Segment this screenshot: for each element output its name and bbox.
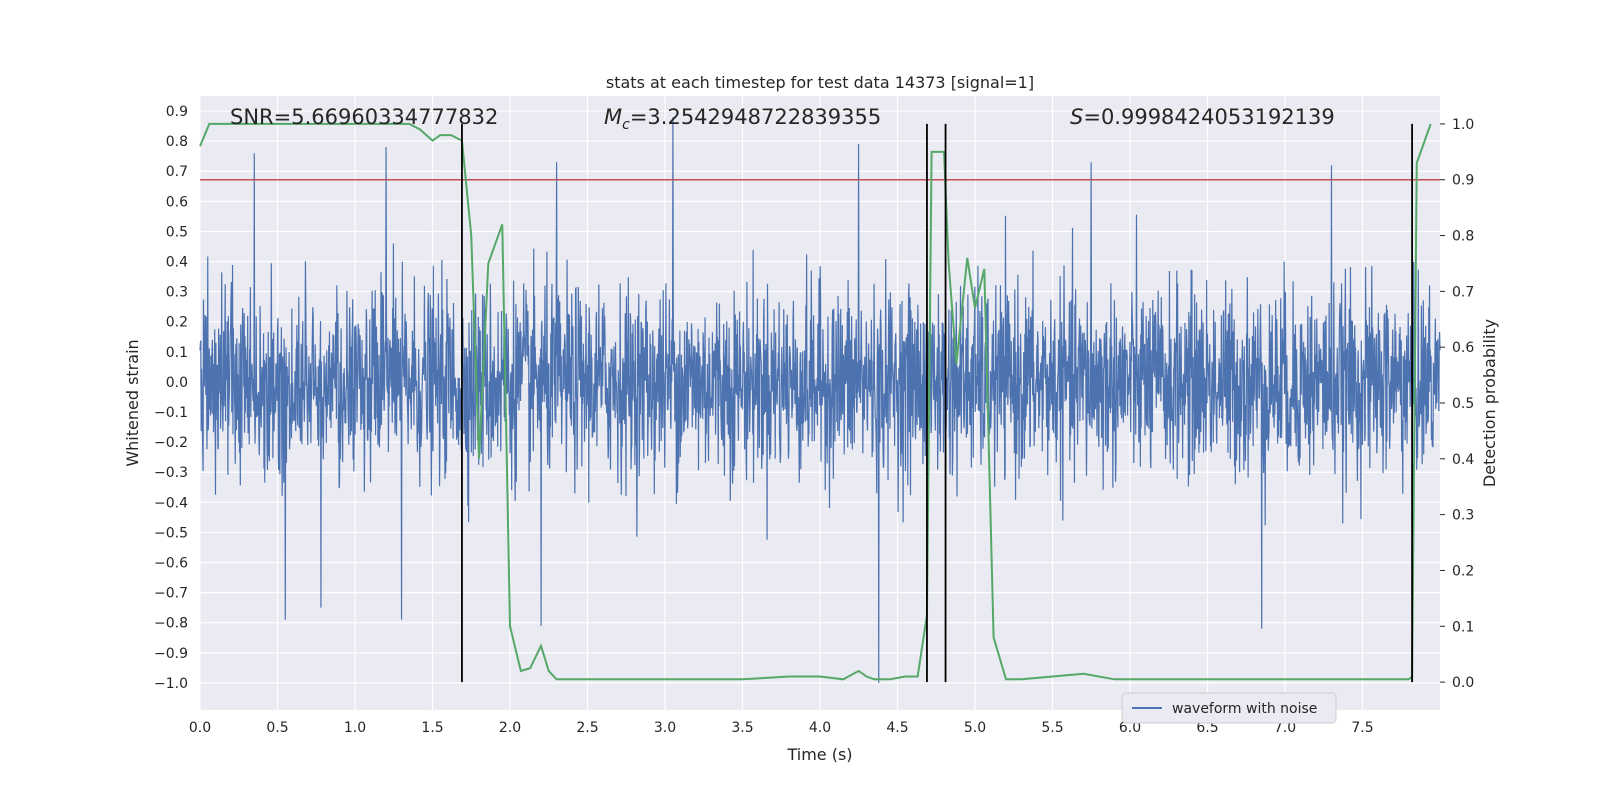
x-tick-label: 7.5 (1351, 720, 1373, 736)
y2-tick-label: 0.0 (1452, 675, 1474, 691)
y-tick-label: 0.5 (166, 224, 188, 240)
y-tick-label: 0.6 (166, 194, 188, 210)
y-tick-label: 0.3 (166, 285, 188, 301)
tick-labels: 0.0 0.5 1.0 1.5 2.0 2.5 3.0 3.5 4.0 4.5 5.0 5.5 6.0 6… (154, 104, 1474, 736)
y-tick-label: −0.9 (154, 646, 188, 662)
x-tick-label: 6.5 (1196, 720, 1218, 736)
x-tick-label: 6.0 (1119, 720, 1141, 736)
legend: waveform with noise (1121, 692, 1337, 724)
y-tick-label: 0.0 (166, 375, 188, 391)
y2-tick-label: 0.2 (1452, 563, 1474, 579)
y-tick-label: −1.0 (154, 676, 188, 692)
y2-tick-label: 0.9 (1452, 173, 1474, 189)
probability-series (199, 122, 1432, 681)
y2-tick-label: 0.7 (1452, 284, 1474, 300)
y-tick-label: −0.3 (154, 465, 188, 481)
y-tick-label: 0.8 (166, 134, 188, 150)
y-tick-label: −0.5 (154, 525, 188, 541)
y2-axis-label: Detection probability (1480, 319, 1499, 487)
y-tick-label: −0.1 (154, 405, 188, 421)
y-tick-label: −0.8 (154, 616, 188, 632)
snr-annotation: SNR=5.66960334777832 (230, 105, 498, 129)
y-tick-label: 0.7 (166, 164, 188, 180)
x-tick-label: 0.0 (189, 720, 211, 736)
legend-label: waveform with noise (1172, 701, 1317, 717)
y-tick-label: 0.2 (166, 315, 188, 331)
waveform-line (199, 117, 1441, 683)
y2-tick-label: 1.0 (1452, 117, 1474, 133)
x-tick-label: 5.0 (964, 720, 986, 736)
x-tick-label: 2.5 (576, 720, 598, 736)
x-tick-label: 2.0 (499, 720, 521, 736)
x-tick-label: 4.5 (886, 720, 908, 736)
y-tick-label: −0.2 (154, 435, 188, 451)
legend-box (1121, 692, 1337, 724)
x-axis-label: Time (s) (786, 745, 852, 764)
chirp-mass-annotation: Mc=3.2542948722839355 (604, 105, 881, 133)
y2-tick-label: 0.8 (1452, 229, 1474, 245)
event-markers (461, 123, 1413, 683)
waveform-series (199, 117, 1441, 683)
probability-line (199, 122, 1432, 681)
score-annotation: S=0.9998424053192139 (1070, 105, 1335, 129)
x-tick-label: 1.5 (421, 720, 443, 736)
y-tick-label: 0.1 (166, 345, 188, 361)
y-tick-label: −0.6 (154, 556, 188, 572)
x-tick-label: 5.5 (1041, 720, 1063, 736)
x-tick-label: 3.0 (654, 720, 676, 736)
y-tick-label: 0.9 (166, 104, 188, 120)
y-axis-label: Whitened strain (123, 339, 142, 466)
x-tick-label: 4.0 (809, 720, 831, 736)
y2-tick-label: 0.3 (1452, 508, 1474, 524)
y-tick-label: −0.7 (154, 586, 188, 602)
y2-tick-label: 0.1 (1452, 619, 1474, 635)
chart-title: stats at each timestep for test data 143… (606, 73, 1034, 92)
y-tick-label: −0.4 (154, 495, 188, 511)
y-tick-label: 0.4 (166, 255, 188, 271)
x-tick-label: 7.0 (1274, 720, 1296, 736)
y2-tick-label: 0.6 (1452, 340, 1474, 356)
x-tick-label: 1.0 (344, 720, 366, 736)
x-tick-label: 0.5 (266, 720, 288, 736)
y2-tick-label: 0.5 (1452, 396, 1474, 412)
x-tick-label: 3.5 (731, 720, 753, 736)
y2-tick-label: 0.4 (1452, 452, 1474, 468)
